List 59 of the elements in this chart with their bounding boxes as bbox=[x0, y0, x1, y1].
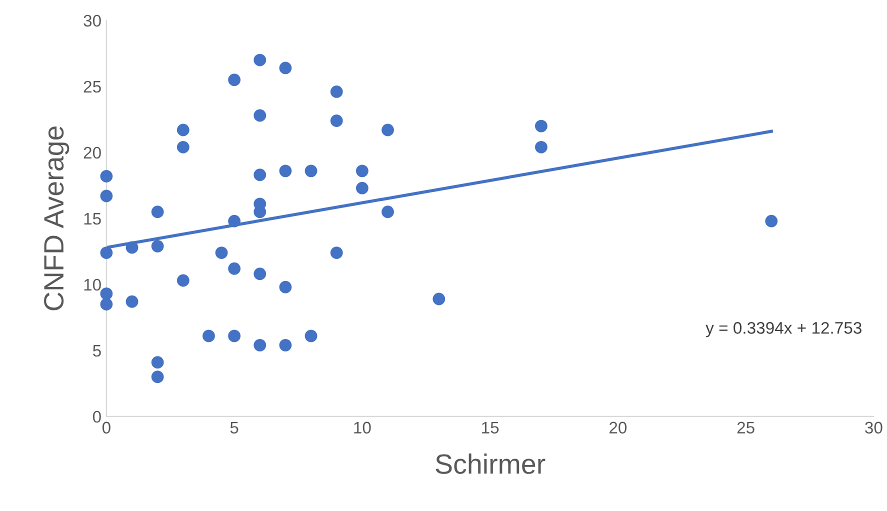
point bbox=[279, 280, 292, 294]
x-axis-title: Schirmer bbox=[436, 454, 546, 474]
point bbox=[330, 114, 343, 127]
x-tick-label: 30 bbox=[865, 422, 882, 434]
y-tick-label: 5 bbox=[92, 345, 101, 357]
point bbox=[126, 241, 138, 254]
point bbox=[356, 182, 368, 194]
point bbox=[228, 330, 241, 342]
point bbox=[356, 164, 368, 178]
point bbox=[176, 140, 190, 154]
point bbox=[151, 206, 164, 218]
point bbox=[279, 164, 292, 178]
point bbox=[100, 287, 113, 300]
point bbox=[100, 190, 113, 202]
point bbox=[535, 120, 548, 132]
point bbox=[151, 370, 164, 384]
point bbox=[215, 246, 228, 259]
point bbox=[432, 292, 446, 306]
y-tick-label: 20 bbox=[84, 146, 101, 159]
x-tick-label: 20 bbox=[610, 422, 627, 434]
y-tick-label: 25 bbox=[84, 80, 101, 93]
point bbox=[254, 338, 266, 352]
x-tick-label: 0 bbox=[102, 422, 110, 434]
point bbox=[765, 214, 778, 228]
point bbox=[330, 246, 343, 259]
y-tick-label: 15 bbox=[84, 213, 101, 225]
point bbox=[228, 214, 241, 228]
point bbox=[126, 295, 138, 308]
y-tick-label: 10 bbox=[84, 278, 101, 291]
point bbox=[100, 298, 113, 310]
point bbox=[382, 206, 394, 218]
point bbox=[151, 356, 164, 369]
y-tick-label: 0 bbox=[92, 410, 101, 423]
point bbox=[100, 170, 113, 182]
point bbox=[202, 330, 215, 342]
point bbox=[330, 86, 343, 98]
x-tick-label: 25 bbox=[737, 422, 754, 434]
point bbox=[304, 330, 318, 342]
x-tick-label: 10 bbox=[354, 422, 371, 434]
point bbox=[382, 124, 394, 136]
x-tick-label: 15 bbox=[482, 422, 499, 434]
y-tick-label: 30 bbox=[84, 14, 101, 27]
point bbox=[279, 338, 292, 352]
annotation: y = 0.3394x + 12.753 bbox=[706, 322, 862, 338]
point bbox=[228, 262, 241, 275]
point bbox=[279, 62, 292, 74]
point bbox=[254, 168, 266, 182]
point bbox=[176, 274, 190, 287]
point bbox=[535, 140, 548, 154]
y-axis-title: CNFD Average bbox=[44, 126, 70, 310]
point bbox=[304, 164, 318, 178]
point bbox=[228, 74, 241, 86]
point bbox=[254, 268, 266, 280]
x-tick-label: 5 bbox=[230, 422, 238, 434]
point bbox=[151, 240, 164, 252]
point bbox=[176, 124, 190, 136]
point bbox=[254, 109, 266, 122]
point bbox=[254, 54, 266, 66]
point bbox=[100, 246, 113, 259]
